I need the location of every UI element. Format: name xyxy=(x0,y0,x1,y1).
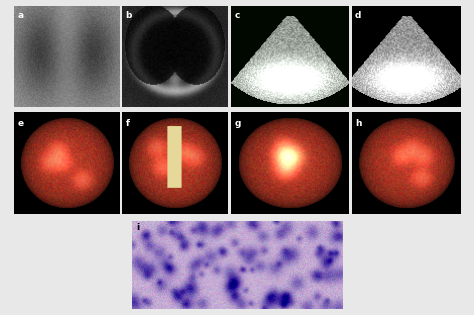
Text: f: f xyxy=(126,119,129,128)
Text: b: b xyxy=(126,11,132,20)
Text: h: h xyxy=(355,119,362,128)
Text: e: e xyxy=(18,119,24,128)
Text: g: g xyxy=(235,119,241,128)
Text: i: i xyxy=(136,223,139,232)
Text: d: d xyxy=(355,11,361,20)
Text: a: a xyxy=(18,11,24,20)
Text: c: c xyxy=(235,11,240,20)
